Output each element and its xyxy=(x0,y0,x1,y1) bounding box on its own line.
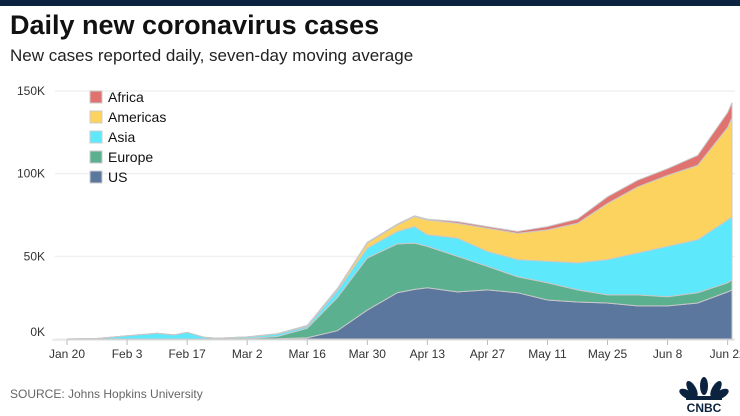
legend-label-europe: Europe xyxy=(108,149,153,165)
x-tick-label: Apr 13 xyxy=(410,347,446,361)
legend-label-africa: Africa xyxy=(108,89,144,105)
y-tick-label: 150K xyxy=(17,84,45,98)
cnbc-peacock-logo: CNBC xyxy=(679,377,729,414)
top-bar xyxy=(0,0,740,6)
chart-subtitle: New cases reported daily, seven-day movi… xyxy=(10,46,414,65)
x-tick-label: Jun 8 xyxy=(653,347,683,361)
x-tick-label: Mar 30 xyxy=(349,347,387,361)
x-tick-label: Jun 22 xyxy=(710,347,740,361)
x-tick-label: Mar 2 xyxy=(232,347,263,361)
x-tick-label: Jan 20 xyxy=(49,347,85,361)
x-tick-label: Apr 27 xyxy=(470,347,506,361)
legend-label-americas: Americas xyxy=(108,109,166,125)
svg-text:CNBC: CNBC xyxy=(687,401,722,414)
y-tick-label: 0K xyxy=(30,325,45,339)
source-note: SOURCE: Johns Hopkins University xyxy=(10,387,203,401)
chart-title: Daily new coronavirus cases xyxy=(10,10,380,40)
legend-label-asia: Asia xyxy=(108,129,135,145)
x-tick-label: May 25 xyxy=(588,347,628,361)
legend-label-us: US xyxy=(108,169,127,185)
legend-swatch-europe xyxy=(89,150,103,164)
x-tick-label: Mar 16 xyxy=(289,347,327,361)
legend-swatch-us xyxy=(89,170,103,184)
x-tick-label: Feb 3 xyxy=(112,347,143,361)
x-tick-label: Feb 17 xyxy=(168,347,206,361)
y-tick-label: 50K xyxy=(24,249,45,263)
legend-swatch-africa xyxy=(89,90,103,104)
area-africa xyxy=(66,102,733,340)
y-tick-label: 100K xyxy=(17,167,45,181)
x-tick-label: May 11 xyxy=(528,347,567,361)
legend-swatch-asia xyxy=(89,130,103,144)
legend-swatch-americas xyxy=(89,110,103,124)
